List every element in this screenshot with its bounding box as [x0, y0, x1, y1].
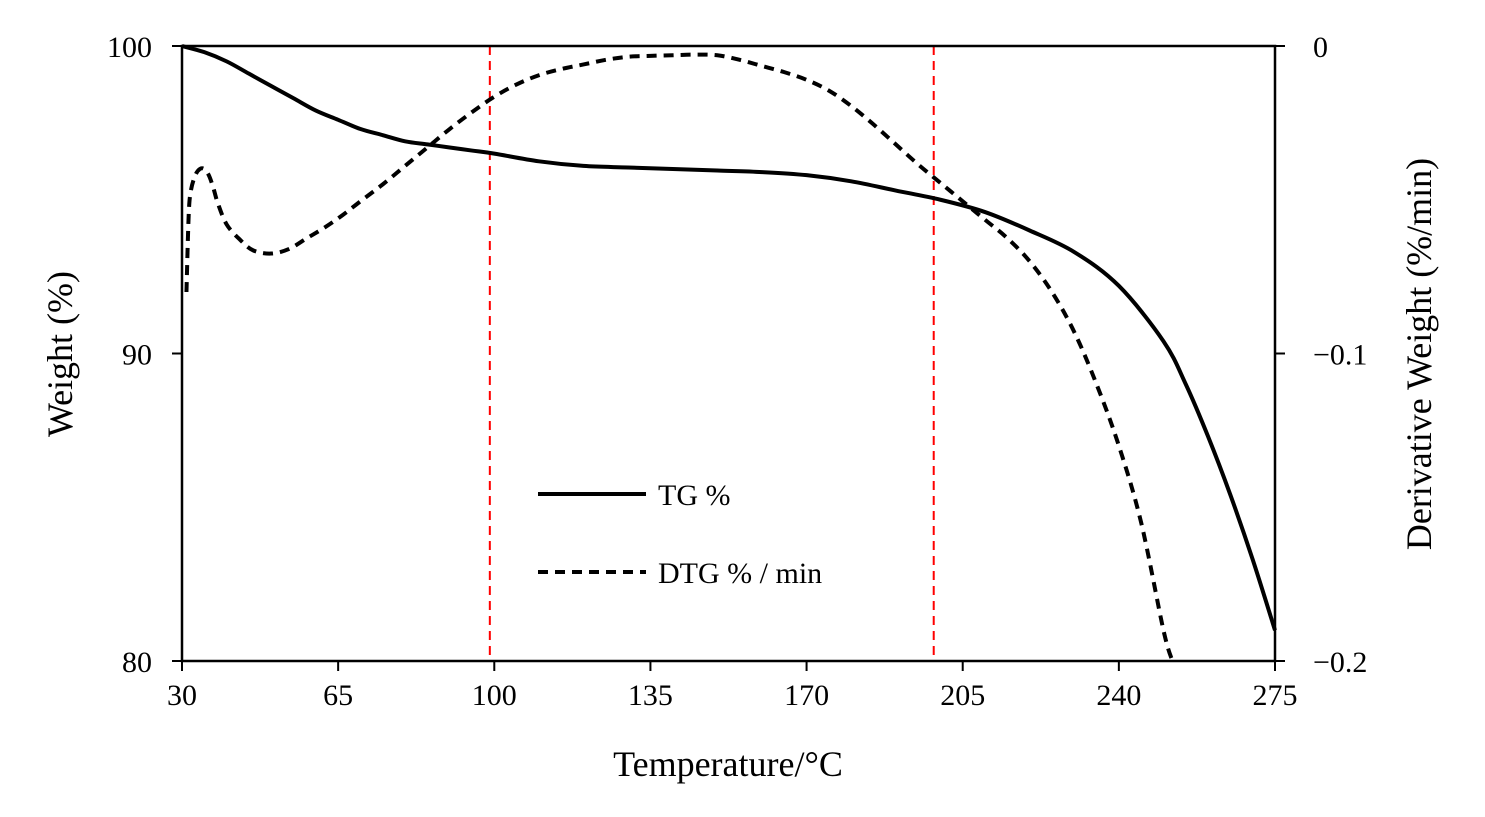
dtg-series-line — [184, 52, 1175, 662]
y-right-axis-title: Derivative Weight (%/min) — [1399, 158, 1439, 550]
x-tick-label: 30 — [167, 679, 197, 712]
x-tick-label: 135 — [628, 679, 673, 712]
x-tick-label: 275 — [1253, 679, 1298, 712]
x-tick-label: 65 — [323, 679, 353, 712]
y-left-axis-title: Weight (%) — [40, 271, 80, 437]
y-right-tick-label: −0.2 — [1313, 646, 1367, 679]
legend-dtg-label: DTG % / min — [658, 557, 822, 590]
legend-tg-label: TG % — [658, 479, 730, 512]
legend: TG % DTG % / min — [538, 479, 822, 590]
y-left-tick-label: 100 — [107, 31, 152, 64]
tg-series-line — [182, 44, 1277, 631]
y-left-tick-label: 80 — [122, 646, 152, 679]
x-tick-label: 205 — [940, 679, 985, 712]
x-tick-label: 170 — [784, 679, 829, 712]
series-layer — [182, 44, 1277, 662]
x-tick-label: 240 — [1096, 679, 1141, 712]
x-tick-label: 100 — [472, 679, 517, 712]
y-left-tick-label: 90 — [122, 339, 152, 372]
y-right-tick-label: 0 — [1313, 31, 1328, 64]
y-right-tick-label: −0.1 — [1313, 339, 1367, 372]
ticks-layer: 30 65 100 135 170 205 240 275 80 90 100 −0.2 −0.1 0 — [107, 31, 1367, 712]
x-axis-title: Temperature/°C — [613, 744, 843, 784]
reference-lines — [488, 46, 935, 661]
